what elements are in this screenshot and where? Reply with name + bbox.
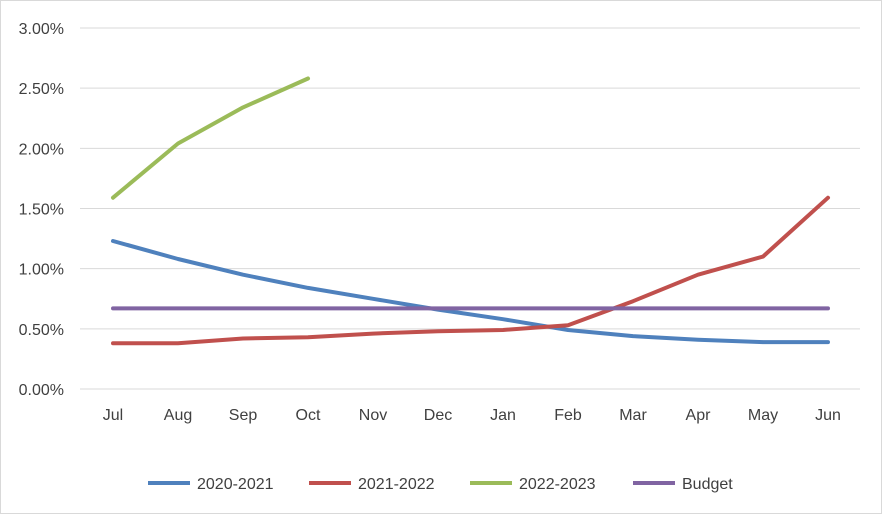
x-tick-label: Dec (424, 407, 452, 424)
legend-label: Budget (682, 476, 733, 493)
x-tick-label: Jul (103, 407, 123, 424)
legend-label: 2022-2023 (519, 476, 596, 493)
y-axis-tick-labels: 0.00% 0.50% 1.00% 1.50% 2.00% 2.50% 3.00% (19, 21, 64, 399)
legend-label: 2020-2021 (197, 476, 274, 493)
legend: 2020-2021 2021-2022 2022-2023 Budget (148, 476, 733, 493)
x-axis-tick-labels: Jul Aug Sep Oct Nov Dec Jan Feb Mar Apr May Jun (103, 407, 841, 424)
series-line-2021-2022 (111, 195, 830, 346)
x-tick-label: Jun (815, 407, 841, 424)
legend-item: 2022-2023 (470, 476, 596, 493)
legend-item: 2020-2021 (148, 476, 274, 493)
x-tick-label: Oct (296, 407, 321, 424)
x-tick-label: Apr (686, 407, 712, 424)
x-tick-label: Mar (619, 407, 647, 424)
y-tick-label: 0.50% (19, 322, 64, 339)
legend-item: 2021-2022 (309, 476, 435, 493)
x-tick-label: Feb (554, 407, 582, 424)
x-tick-label: Nov (359, 407, 387, 424)
y-tick-label: 2.00% (19, 141, 64, 158)
y-tick-label: 1.00% (19, 262, 64, 279)
x-tick-label: Sep (229, 407, 258, 424)
y-tick-label: 1.50% (19, 202, 64, 219)
y-tick-label: 0.00% (19, 382, 64, 399)
x-tick-label: Jan (490, 407, 516, 424)
series-lines (111, 76, 830, 346)
legend-label: 2021-2022 (358, 476, 435, 493)
series-line-2022-2023 (111, 76, 310, 200)
y-tick-label: 2.50% (19, 81, 64, 98)
y-tick-label: 3.00% (19, 21, 64, 38)
series-line-2020-2021 (111, 239, 830, 345)
x-tick-label: Aug (164, 407, 192, 424)
legend-item: Budget (633, 476, 733, 493)
gridlines (80, 27, 860, 390)
x-tick-label: May (748, 407, 778, 424)
